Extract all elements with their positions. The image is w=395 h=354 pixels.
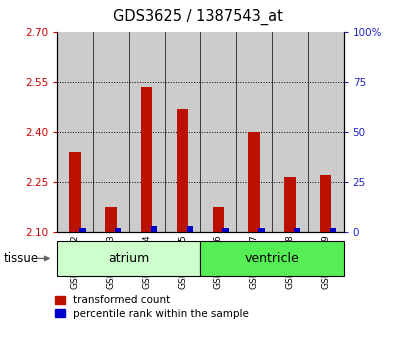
Bar [165,32,201,232]
Bar [222,228,229,232]
Bar [129,32,165,232]
Bar [308,32,344,232]
Bar [258,228,265,232]
Bar [186,226,193,232]
Legend: transformed count, percentile rank within the sample: transformed count, percentile rank withi… [55,296,249,319]
Text: atrium: atrium [108,252,149,265]
Bar [57,241,201,276]
Bar [70,152,81,232]
Bar [201,32,236,232]
Bar [201,241,344,276]
Bar [294,228,300,232]
Text: tissue: tissue [4,252,39,265]
Bar [272,32,308,232]
Bar [177,109,188,232]
Bar [93,32,129,232]
Bar [151,226,157,232]
Bar [248,132,260,232]
Bar [320,175,331,232]
Bar [141,87,152,232]
Bar [57,32,93,232]
Bar [213,207,224,232]
Bar [330,228,336,232]
Text: ventricle: ventricle [245,252,299,265]
Bar [79,228,86,232]
Bar [115,228,121,232]
Text: GDS3625 / 1387543_at: GDS3625 / 1387543_at [113,9,282,25]
Bar [284,177,296,232]
Bar [236,32,272,232]
Bar [105,207,117,232]
